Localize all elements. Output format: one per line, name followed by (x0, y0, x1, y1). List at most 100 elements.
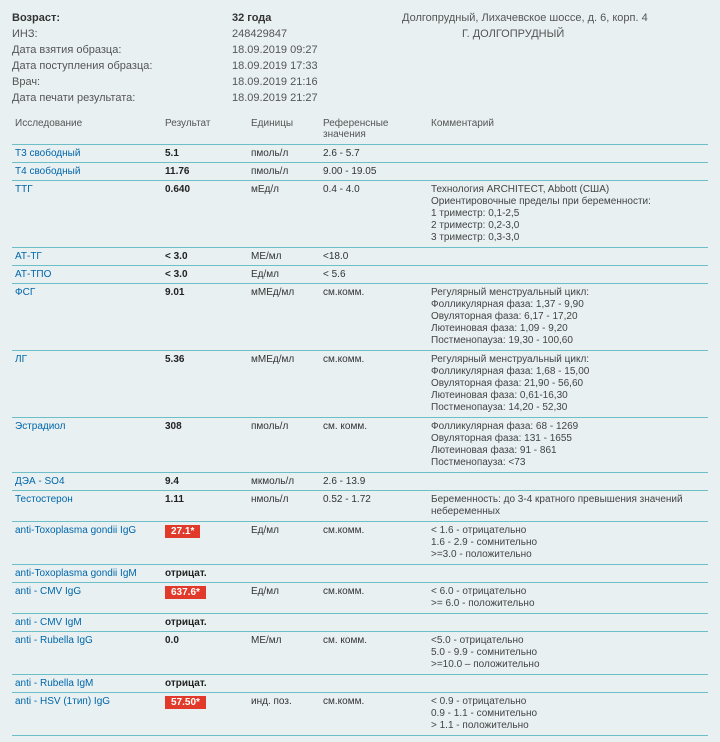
cell-comment: < 0.9 - отрицательно0.9 - 1.1 - сомнител… (428, 693, 708, 736)
table-row: ФСГ9.01мМЕд/млсм.комм.Регулярный менстру… (12, 284, 708, 351)
result-value: 9.01 (165, 287, 184, 298)
cell-ref (320, 675, 428, 693)
results-table: Исследование Результат Единицы Референсн… (12, 114, 708, 736)
cell-test: Тестостерон (12, 491, 162, 522)
label-age: Возраст: (12, 10, 232, 26)
cell-result: 9.4 (162, 473, 248, 491)
result-value: 0.640 (165, 184, 190, 195)
cell-test: anti - Rubella IgG (12, 632, 162, 675)
cell-unit (248, 565, 320, 583)
cell-ref: см. комм. (320, 418, 428, 473)
cell-unit: нмоль/л (248, 491, 320, 522)
table-row: anti - CMV IgMотрицат. (12, 614, 708, 632)
cell-result: отрицат. (162, 675, 248, 693)
lab-report-page: Возраст: ИНЗ: Дата взятия образца: Дата … (0, 0, 720, 742)
result-value: 308 (165, 421, 182, 432)
cell-ref: 9.00 - 19.05 (320, 163, 428, 181)
cell-ref: см.комм. (320, 583, 428, 614)
result-value: отрицат. (165, 678, 207, 689)
cell-comment (428, 248, 708, 266)
cell-comment: Фолликулярная фаза: 68 - 1269Овуляторная… (428, 418, 708, 473)
cell-test: АТ-ТГ (12, 248, 162, 266)
cell-result: 637.6* (162, 583, 248, 614)
cell-comment: < 6.0 - отрицательно>= 6.0 - положительн… (428, 583, 708, 614)
cell-test: anti - CMV IgM (12, 614, 162, 632)
cell-test: ДЭА - SO4 (12, 473, 162, 491)
cell-unit: МЕ/мл (248, 632, 320, 675)
value-inz: 248429847 (232, 26, 402, 42)
table-row: anti - HSV (1тип) IgG57.50*инд. поз.см.к… (12, 693, 708, 736)
cell-result: 57.50* (162, 693, 248, 736)
cell-ref: см.комм. (320, 522, 428, 565)
result-value: 5.36 (165, 354, 184, 365)
cell-comment: Регулярный менструальный цикл:Фолликуляр… (428, 284, 708, 351)
cell-ref: < 5.6 (320, 266, 428, 284)
cell-unit: мкмоль/л (248, 473, 320, 491)
cell-ref: 2.6 - 5.7 (320, 145, 428, 163)
cell-unit: Ед/мл (248, 522, 320, 565)
cell-comment (428, 473, 708, 491)
table-header-row: Исследование Результат Единицы Референсн… (12, 114, 708, 145)
col-unit: Единицы (248, 114, 320, 145)
table-row: АТ-ТПО< 3.0 Ед/мл< 5.6 (12, 266, 708, 284)
value-doctor: 18.09.2019 21:16 (232, 74, 402, 90)
cell-unit: инд. поз. (248, 693, 320, 736)
label-doctor: Врач: (12, 74, 232, 90)
table-row: Эстрадиол308пмоль/лсм. комм.Фолликулярна… (12, 418, 708, 473)
label-sample-date: Дата взятия образца: (12, 42, 232, 58)
cell-ref: см. комм. (320, 632, 428, 675)
cell-unit: пмоль/л (248, 145, 320, 163)
cell-result: < 3.0 (162, 248, 248, 266)
col-result: Результат (162, 114, 248, 145)
cell-ref: <18.0 (320, 248, 428, 266)
cell-test: ФСГ (12, 284, 162, 351)
table-row: anti-Toxoplasma gondii IgG27.1*Ед/млсм.к… (12, 522, 708, 565)
cell-comment: <5.0 - отрицательно5.0 - 9.9 - сомнитель… (428, 632, 708, 675)
table-row: anti-Toxoplasma gondii IgMотрицат. (12, 565, 708, 583)
cell-unit: мМЕд/мл (248, 351, 320, 418)
result-value: < 3.0 (165, 269, 188, 280)
cell-unit: пмоль/л (248, 163, 320, 181)
cell-result: отрицат. (162, 614, 248, 632)
cell-unit: пмоль/л (248, 418, 320, 473)
header-values: 32 года 248429847 18.09.2019 09:27 18.09… (232, 10, 402, 106)
table-row: ТТГ0.640мЕд/л0.4 - 4.0Технология ARCHITE… (12, 181, 708, 248)
address-line2: Г. ДОЛГОПРУДНЫЙ (402, 26, 708, 42)
cell-comment: < 1.6 - отрицательно1.6 - 2.9 - сомнител… (428, 522, 708, 565)
table-row: ЛГ5.36мМЕд/млсм.комм.Регулярный менструа… (12, 351, 708, 418)
cell-unit: мЕд/л (248, 181, 320, 248)
col-ref: Референсные значения (320, 114, 428, 145)
flag-badge: 27.1* (165, 525, 200, 538)
label-arrival-date: Дата поступления образца: (12, 58, 232, 74)
cell-result: 27.1* (162, 522, 248, 565)
table-row: Т4 свободный11.76пмоль/л9.00 - 19.05 (12, 163, 708, 181)
cell-test: АТ-ТПО (12, 266, 162, 284)
table-row: Т3 свободный5.1 пмоль/л2.6 - 5.7 (12, 145, 708, 163)
result-value: отрицат. (165, 568, 207, 579)
cell-unit: мМЕд/мл (248, 284, 320, 351)
value-sample-date: 18.09.2019 09:27 (232, 42, 402, 58)
cell-result: 0.640 (162, 181, 248, 248)
cell-ref: см.комм. (320, 693, 428, 736)
cell-comment (428, 145, 708, 163)
cell-unit: Ед/мл (248, 266, 320, 284)
result-value: 5.1 (165, 148, 179, 159)
cell-ref: см.комм. (320, 351, 428, 418)
header-labels: Возраст: ИНЗ: Дата взятия образца: Дата … (12, 10, 232, 106)
cell-ref: 0.52 - 1.72 (320, 491, 428, 522)
cell-result: 5.36 (162, 351, 248, 418)
flag-badge: 57.50* (165, 696, 206, 709)
cell-test: anti - CMV IgG (12, 583, 162, 614)
cell-ref (320, 565, 428, 583)
cell-result: 0.0 (162, 632, 248, 675)
cell-comment (428, 565, 708, 583)
cell-result: отрицат. (162, 565, 248, 583)
cell-test: Т3 свободный (12, 145, 162, 163)
cell-test: Т4 свободный (12, 163, 162, 181)
cell-unit (248, 614, 320, 632)
cell-test: ТТГ (12, 181, 162, 248)
table-row: АТ-ТГ< 3.0МЕ/мл<18.0 (12, 248, 708, 266)
cell-comment (428, 614, 708, 632)
cell-comment: Беременность: до 3-4 кратного превышения… (428, 491, 708, 522)
cell-ref (320, 614, 428, 632)
